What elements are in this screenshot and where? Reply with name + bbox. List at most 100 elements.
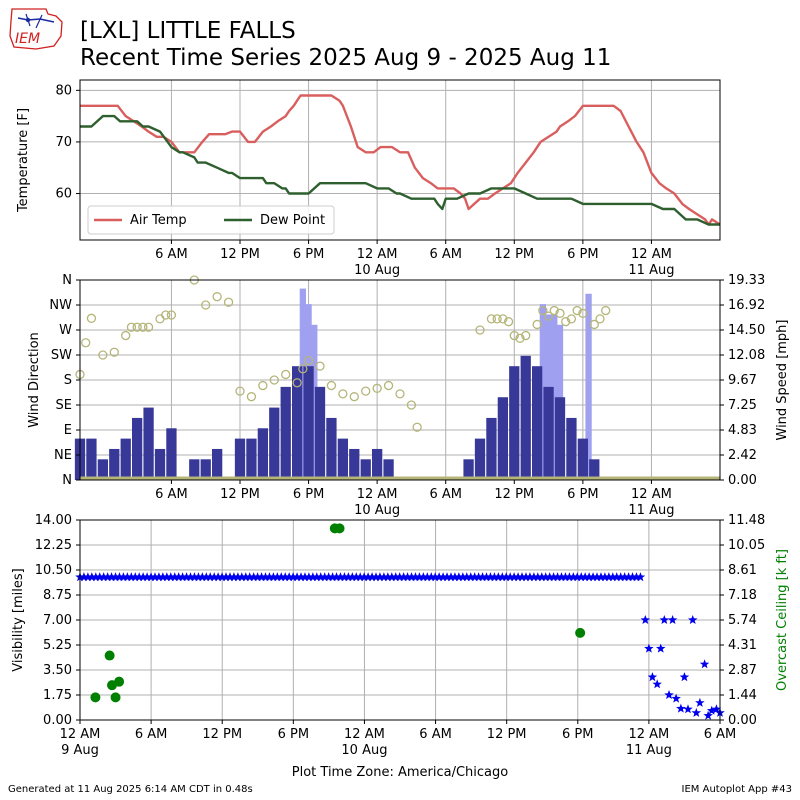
visibility-point <box>87 572 97 582</box>
ceiling-point <box>104 650 115 661</box>
gust-bar <box>299 288 306 480</box>
speed-bar <box>474 438 486 480</box>
visibility-point <box>604 572 614 582</box>
direction-point <box>121 330 131 341</box>
ceiling-point <box>110 692 121 703</box>
ceiling-point <box>114 676 125 687</box>
speed-bar <box>303 366 314 480</box>
y-tick-label: 60 <box>55 187 72 202</box>
visibility-point <box>703 710 713 720</box>
gust-bar <box>585 293 592 480</box>
visibility-panel: 0.00 1.75 3.50 5.25 7.00 8.75 10.50 12.25 14.00 0… <box>11 513 790 780</box>
x-tick-label: 12 PM <box>494 247 534 262</box>
y-axis-label: Visibility [miles] <box>11 568 26 671</box>
ceiling-tick-label: 7.18 <box>728 588 757 603</box>
x-tick-label: 6 AM <box>135 727 168 742</box>
direction-point <box>521 330 531 341</box>
direction-point <box>361 386 371 396</box>
ceiling-tick-label: 8.61 <box>728 563 757 578</box>
series-line-air-temp <box>80 94 721 226</box>
direction-point <box>561 317 571 327</box>
direction-point <box>372 383 382 393</box>
visibility-point <box>387 572 397 582</box>
visibility-point <box>229 572 239 582</box>
visibility-point <box>193 572 204 582</box>
visibility-point <box>525 572 535 582</box>
visibility-point <box>146 572 156 582</box>
visibility-point <box>695 697 705 707</box>
direction-point <box>338 389 348 399</box>
visibility-point <box>245 572 255 582</box>
direction-point <box>201 300 211 310</box>
y2-axis-label: Wind Speed [mph] <box>775 320 790 441</box>
speed-tick-label: 2.42 <box>728 448 757 463</box>
vis-tick-label: 1.75 <box>43 688 72 703</box>
x-tick-label: 6 AM <box>155 487 188 502</box>
x-tick-label: 6 AM <box>704 727 737 742</box>
direction-point <box>492 314 502 324</box>
visibility-point <box>608 572 618 582</box>
visibility-point <box>711 704 722 714</box>
visibility-point <box>644 643 654 653</box>
speed-bar <box>200 459 211 480</box>
direction-point <box>578 308 588 318</box>
speed-bar <box>166 428 177 480</box>
legend: Air Temp Dew Point <box>87 205 335 235</box>
speed-bar <box>189 459 200 480</box>
x-tick-label: 6 PM <box>567 487 598 502</box>
x-tick-label: 12 PM <box>494 487 534 502</box>
direction-point <box>326 380 337 391</box>
gust-bar <box>539 304 546 480</box>
visibility-point <box>699 659 710 669</box>
visibility-point <box>422 572 433 582</box>
visibility-point <box>631 572 642 582</box>
speed-bar <box>383 459 394 480</box>
visibility-point <box>335 572 346 582</box>
visibility-point <box>647 672 658 682</box>
visibility-point <box>466 572 476 582</box>
visibility-point <box>537 572 547 582</box>
visibility-point <box>442 572 452 582</box>
direction-point <box>349 392 359 402</box>
ceiling-point <box>90 692 101 703</box>
speed-tick-label: 0.00 <box>728 473 757 488</box>
x-tick-label: 6 PM <box>562 727 593 742</box>
visibility-point <box>391 572 401 582</box>
app-footer: IEM Autoplot App #43 <box>681 784 792 795</box>
visibility-point <box>331 572 342 582</box>
x-tick-sublabel: 10 Aug <box>354 263 400 278</box>
direction-point <box>412 422 422 432</box>
speed-bar <box>463 459 474 480</box>
visibility-point <box>351 572 361 582</box>
dir-tick-label: N <box>62 473 72 488</box>
vis-tick-label: 5.25 <box>43 638 72 653</box>
visibility-point <box>462 572 472 582</box>
dir-tick-label: SW <box>51 348 72 363</box>
vis-tick-label: 3.50 <box>43 663 72 678</box>
visibility-point <box>564 572 575 582</box>
visibility-point <box>268 572 279 582</box>
visibility-point <box>584 572 594 582</box>
speed-tick-label: 12.08 <box>728 348 765 363</box>
visibility-point <box>375 572 385 582</box>
direction-point <box>549 305 559 316</box>
visibility-point <box>189 572 200 582</box>
speed-bar <box>554 397 566 480</box>
visibility-point <box>312 572 322 582</box>
visibility-point <box>659 615 670 624</box>
visibility-point <box>497 572 507 582</box>
x-tick-label: 12 AM <box>357 247 398 262</box>
visibility-point <box>308 572 318 582</box>
speed-bar <box>132 417 143 480</box>
visibility-point <box>556 572 567 582</box>
visibility-point <box>217 572 227 582</box>
visibility-point <box>110 572 121 582</box>
visibility-point <box>237 572 247 582</box>
direction-point <box>395 389 405 399</box>
speed-bar <box>577 438 588 480</box>
ceiling-point <box>575 627 586 638</box>
visibility-point <box>319 572 330 582</box>
dir-tick-label: N <box>62 273 72 288</box>
legend-box <box>87 205 335 235</box>
speed-bar <box>212 448 223 480</box>
